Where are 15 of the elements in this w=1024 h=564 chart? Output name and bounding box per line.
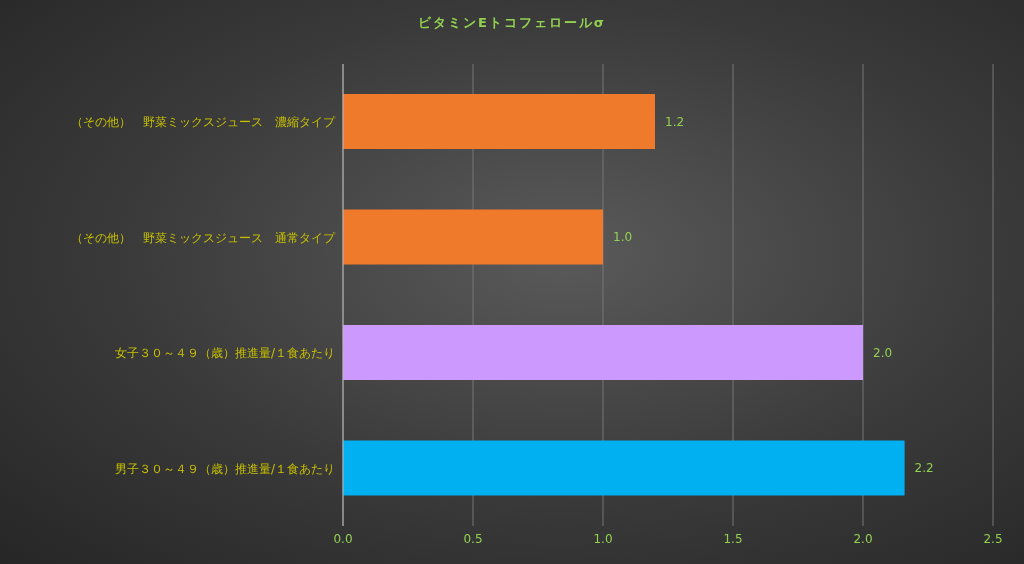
- y-tick-label: 男子３０～４９（歳）推進量/１食あたり: [114, 461, 335, 476]
- x-tick-label: 1.5: [723, 531, 743, 546]
- data-label: 2.0: [873, 345, 893, 360]
- x-tick-label: 2.0: [853, 531, 873, 546]
- y-tick-label: （その他） 野菜ミックスジュース 濃縮タイプ: [71, 115, 336, 130]
- data-label: 2.2: [914, 461, 934, 476]
- y-tick-label: （その他） 野菜ミックスジュース 通常タイプ: [71, 230, 336, 245]
- x-tick-label: 0.5: [463, 531, 483, 546]
- chart-title: ビタミンEトコフェロールσ: [417, 14, 607, 32]
- data-label: 1.0: [613, 230, 633, 245]
- x-tick-label: 2.5: [983, 531, 1003, 546]
- data-label: 1.2: [665, 114, 685, 129]
- y-tick-label: 女子３０～４９（歳）推進量/１食あたり: [114, 346, 335, 361]
- x-tick-label: 0.0: [333, 531, 353, 546]
- x-tick-label: 1.0: [593, 531, 613, 546]
